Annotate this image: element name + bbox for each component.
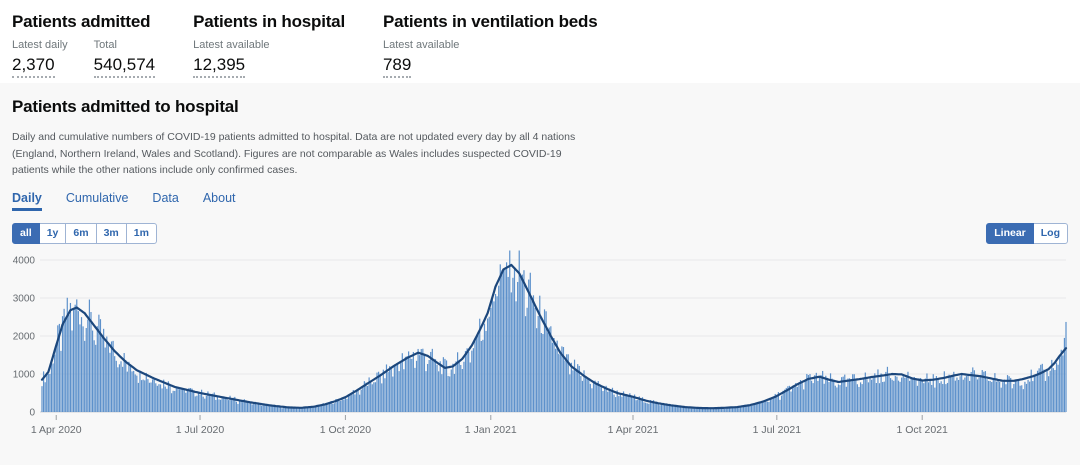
panel-description: Daily and cumulative numbers of COVID-19… (12, 131, 576, 176)
svg-text:0: 0 (29, 407, 35, 418)
svg-text:1 Oct 2021: 1 Oct 2021 (897, 424, 949, 436)
svg-text:1 Oct 2020: 1 Oct 2020 (320, 424, 372, 436)
admissions-chart-svg[interactable]: 0 1000 2000 3000 4000 1 Apr 2020 1 Jul 2020 1 O… (12, 248, 1068, 440)
svg-text:1 Apr 2020: 1 Apr 2020 (31, 424, 82, 436)
chart-panel: Patients admitted to hospital Daily and … (0, 83, 1080, 465)
range-button-group: all 1y 6m 3m 1m (12, 222, 157, 244)
summary-stats: Patients admitted Latest daily 2,370 Tot… (0, 0, 1080, 83)
svg-text:1 Jul 2020: 1 Jul 2020 (176, 424, 225, 436)
stat-latest-available: Latest available 789 (382, 39, 460, 78)
summary-title: Patients in hospital (193, 12, 345, 31)
svg-text:1000: 1000 (13, 369, 36, 380)
summary-card-patients-in-hospital: Patients in hospital Latest available 12… (193, 12, 345, 83)
stat-total: Total 540,574 (93, 39, 156, 78)
tab-about[interactable]: About (202, 190, 236, 205)
summary-card-patients-admitted: Patients admitted Latest daily 2,370 Tot… (12, 12, 156, 83)
stat-latest-available: Latest available 12,395 (193, 39, 270, 78)
tab-cumulative[interactable]: Cumulative (65, 190, 129, 205)
scale-button-linear[interactable]: Linear (986, 222, 1034, 244)
tab-daily[interactable]: Daily (12, 191, 42, 211)
stat-value-in-hospital[interactable]: 12,395 (193, 55, 246, 78)
stat-value-ventilation[interactable]: 789 (382, 55, 412, 78)
chart-controls: all 1y 6m 3m 1m Linear Log (12, 222, 1068, 244)
summary-title: Patients admitted (12, 12, 151, 31)
svg-text:2000: 2000 (13, 331, 36, 342)
chart-area: 0 1000 2000 3000 4000 1 Apr 2020 1 Jul 2020 1 O… (12, 248, 1068, 445)
svg-text:1 Jan 2021: 1 Jan 2021 (465, 424, 517, 436)
svg-text:1 Apr 2021: 1 Apr 2021 (608, 424, 659, 436)
stat-latest-daily: Latest daily 2,370 (12, 39, 68, 78)
svg-text:1 Jul 2021: 1 Jul 2021 (753, 424, 802, 436)
scale-button-log[interactable]: Log (1032, 222, 1068, 244)
svg-text:4000: 4000 (13, 255, 36, 266)
summary-card-ventilation-beds: Patients in ventilation beds Latest avai… (382, 12, 598, 83)
stat-label: Latest available (382, 39, 460, 51)
tab-data[interactable]: Data (152, 190, 179, 205)
range-button-all[interactable]: all (12, 222, 40, 244)
summary-title: Patients in ventilation beds (382, 12, 598, 31)
range-button-6m[interactable]: 6m (65, 222, 97, 244)
range-button-1y[interactable]: 1y (38, 222, 67, 244)
stat-value-latest-daily[interactable]: 2,370 (12, 55, 55, 78)
scale-toggle-group: Linear Log (986, 222, 1068, 244)
tab-bar: Daily Cumulative Data About (12, 191, 1068, 211)
range-button-3m[interactable]: 3m (95, 222, 127, 244)
panel-title: Patients admitted to hospital (12, 97, 239, 116)
svg-text:3000: 3000 (13, 293, 36, 304)
stat-value-total[interactable]: 540,574 (93, 55, 156, 78)
stat-label: Latest daily (12, 39, 68, 51)
range-button-1m[interactable]: 1m (125, 222, 157, 244)
stat-label: Total (93, 39, 117, 51)
stat-label: Latest available (193, 39, 270, 51)
